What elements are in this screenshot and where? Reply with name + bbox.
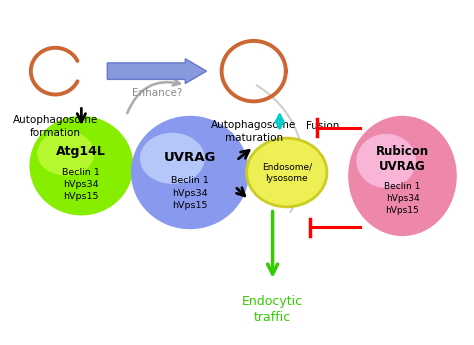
Ellipse shape	[348, 116, 457, 236]
Text: Autophagosome
maturation: Autophagosome maturation	[211, 120, 296, 143]
Ellipse shape	[37, 131, 94, 176]
Ellipse shape	[140, 133, 205, 184]
FancyArrow shape	[107, 59, 207, 83]
Text: Autophagosome
formation: Autophagosome formation	[13, 115, 98, 138]
Text: UVRAG: UVRAG	[164, 150, 216, 164]
Ellipse shape	[29, 116, 133, 215]
Text: Beclin 1
hVps34
hVps15: Beclin 1 hVps34 hVps15	[63, 168, 100, 201]
Text: Fusion: Fusion	[306, 121, 339, 131]
Text: Endocytic
traffic: Endocytic traffic	[242, 295, 303, 324]
Text: Beclin 1
hVps34
hVps15: Beclin 1 hVps34 hVps15	[384, 181, 420, 215]
Ellipse shape	[131, 116, 249, 229]
Text: Endosome/
lysosome: Endosome/ lysosome	[262, 162, 312, 183]
Text: Rubicon
UVRAG: Rubicon UVRAG	[376, 145, 429, 173]
Text: Beclin 1
hVps34
hVps15: Beclin 1 hVps34 hVps15	[171, 176, 209, 210]
Ellipse shape	[356, 134, 416, 188]
Text: Enhance?: Enhance?	[132, 88, 182, 98]
Text: Atg14L: Atg14L	[56, 145, 106, 158]
Ellipse shape	[246, 138, 327, 207]
